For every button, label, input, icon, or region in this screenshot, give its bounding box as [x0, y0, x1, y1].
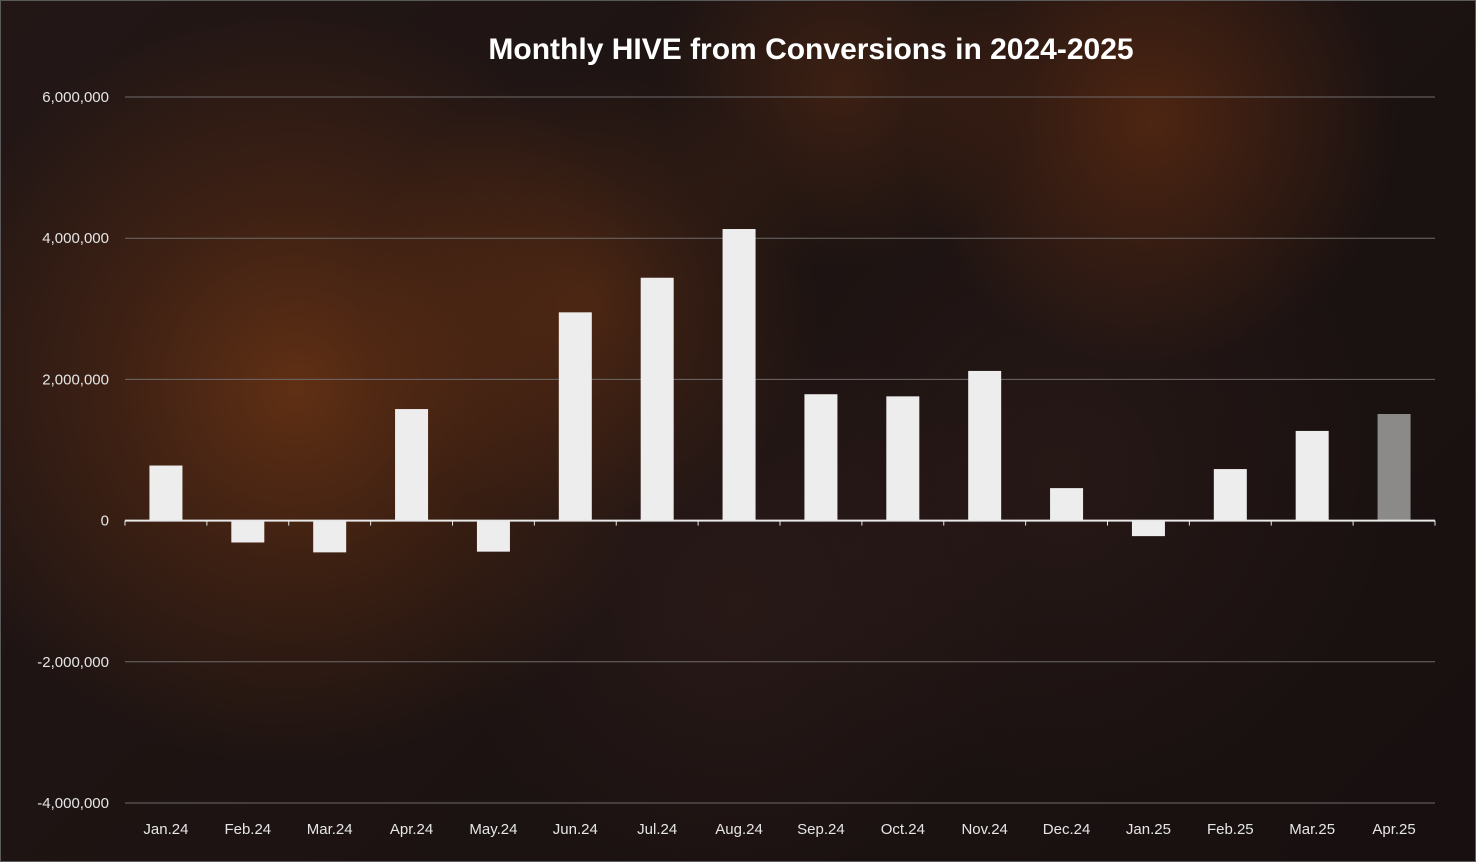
bar-apr-24	[395, 409, 429, 521]
x-tick-label: May.24	[469, 821, 517, 838]
bar-jul-24	[640, 277, 674, 521]
x-tick-label: Dec.24	[1043, 821, 1091, 838]
x-tick-label: Feb.25	[1207, 821, 1254, 838]
bar-feb-25	[1213, 469, 1247, 521]
bar-jan-24	[149, 465, 183, 521]
y-tick-label: 4,000,000	[42, 230, 109, 247]
bar-may-24	[476, 520, 510, 552]
x-tick-label: Jun.24	[553, 821, 598, 838]
chart-title: Monthly HIVE from Conversions in 2024-20…	[488, 33, 1133, 66]
x-tick-label: Apr.25	[1372, 821, 1415, 838]
bar-oct-24	[886, 396, 920, 521]
bar-mar-24	[313, 520, 347, 553]
x-tick-label: Nov.24	[961, 821, 1007, 838]
y-tick-label: 2,000,000	[42, 371, 109, 388]
x-tick-label: Mar.25	[1289, 821, 1335, 838]
bar-sep-24	[804, 394, 838, 521]
x-axis-tick-labels: Jan.24 Feb.24 Mar.24 Apr.24 May.24 Jun.24 Jul.…	[143, 821, 1415, 838]
bar-apr-25	[1377, 413, 1411, 521]
grid-layer	[125, 96, 1435, 804]
x-tick-label: Sep.24	[797, 821, 845, 838]
x-tick-label: Oct.24	[881, 821, 925, 838]
x-tick-label: Apr.24	[390, 821, 433, 838]
bar-layer	[149, 229, 1411, 553]
bar-feb-24	[231, 520, 265, 543]
bar-dec-24	[1050, 488, 1084, 521]
x-tick-label: Mar.24	[307, 821, 353, 838]
x-tick-label: Aug.24	[715, 821, 763, 838]
y-tick-label: -4,000,000	[37, 795, 109, 812]
y-tick-label: 6,000,000	[42, 89, 109, 106]
bar-nov-24	[968, 370, 1002, 521]
bar-jan-25	[1131, 520, 1165, 537]
bar-mar-25	[1295, 430, 1329, 521]
axis-layer	[124, 519, 1436, 526]
y-tick-label: 0	[101, 513, 109, 530]
y-tick-label: -2,000,000	[37, 654, 109, 671]
x-tick-label: Jan.25	[1126, 821, 1171, 838]
x-tick-label: Jan.24	[143, 821, 188, 838]
y-axis-tick-labels: 6,000,000 4,000,000 2,000,000 0 -2,000,000 -4…	[37, 89, 109, 812]
bar-aug-24	[722, 229, 756, 521]
x-tick-label: Feb.24	[224, 821, 271, 838]
bar-jun-24	[558, 312, 592, 521]
x-tick-label: Jul.24	[637, 821, 677, 838]
